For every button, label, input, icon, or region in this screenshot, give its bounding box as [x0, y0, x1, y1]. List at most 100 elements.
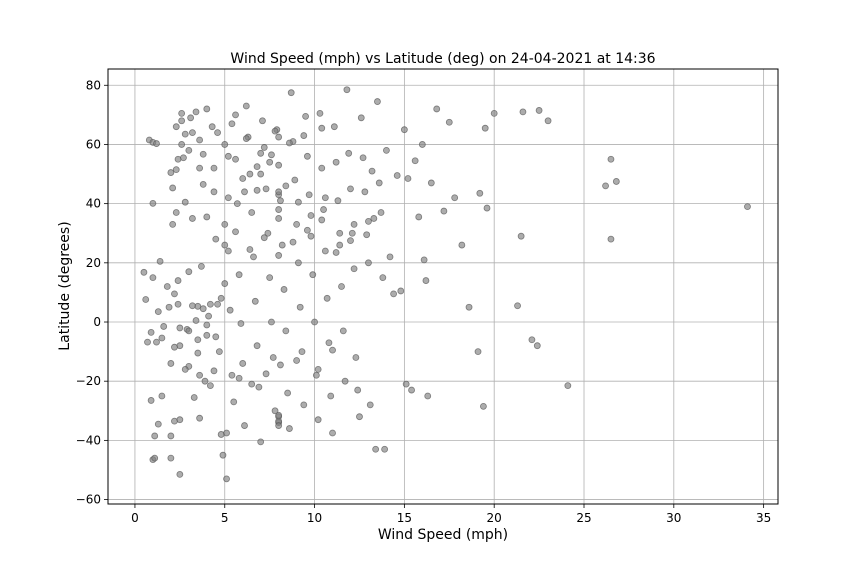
data-point [192, 317, 200, 324]
data-point [206, 382, 214, 390]
data-point [167, 454, 175, 462]
data-point [607, 155, 615, 163]
data-point [215, 348, 223, 356]
data-point [250, 253, 257, 261]
data-point [171, 343, 178, 351]
data-point [528, 336, 536, 344]
data-point [282, 182, 290, 190]
data-point [275, 252, 283, 259]
data-point [201, 377, 209, 385]
data-point [275, 188, 283, 196]
data-point [189, 302, 196, 310]
data-point [354, 386, 362, 394]
data-point [744, 203, 751, 211]
data-point [185, 268, 193, 276]
data-point [235, 374, 243, 382]
x-tick-label: 30 [666, 511, 681, 525]
data-point [149, 199, 157, 207]
data-point [341, 377, 349, 385]
data-point [365, 259, 372, 267]
data-point [374, 98, 381, 105]
data-point [210, 188, 218, 196]
data-point [181, 365, 189, 373]
y-tick-label: 20 [86, 256, 101, 270]
data-point [282, 327, 290, 335]
data-point [262, 185, 270, 193]
data-point [332, 158, 340, 166]
data-point [232, 155, 239, 163]
data-point [271, 407, 279, 415]
data-point [287, 89, 295, 97]
data-point [347, 185, 354, 193]
data-point [307, 232, 315, 240]
data-point [309, 271, 317, 279]
data-point [172, 166, 180, 174]
data-point [533, 342, 541, 350]
data-point [289, 238, 297, 246]
data-point [379, 274, 387, 282]
data-point [440, 207, 448, 215]
data-point [181, 130, 189, 138]
data-point [217, 294, 225, 302]
data-point [144, 338, 151, 346]
data-point [275, 206, 283, 213]
data-point [356, 413, 363, 421]
data-point [221, 141, 229, 148]
data-point [151, 454, 159, 462]
data-point [185, 327, 193, 335]
data-point [260, 144, 268, 151]
data-point [171, 290, 178, 298]
data-point [210, 367, 218, 375]
x-tick-label: 25 [576, 511, 591, 525]
data-point [278, 241, 286, 249]
data-point [169, 184, 177, 192]
data-point [427, 179, 435, 187]
data-point [286, 139, 293, 147]
data-point [483, 204, 491, 212]
data-point [203, 331, 211, 339]
data-point [172, 123, 180, 131]
data-point [336, 241, 344, 249]
data-point [203, 213, 211, 221]
data-point [338, 283, 345, 290]
data-point [174, 155, 182, 163]
data-point [607, 235, 615, 243]
data-point [284, 389, 292, 397]
plot-area-frame [107, 68, 779, 505]
data-point [178, 141, 186, 148]
data-point [316, 109, 324, 117]
data-point [174, 277, 182, 284]
data-point [365, 217, 372, 225]
data-point [293, 220, 301, 228]
data-point [359, 154, 367, 162]
data-point [275, 133, 283, 141]
data-point [361, 188, 369, 196]
data-point [221, 280, 229, 287]
data-point [178, 109, 186, 117]
data-point [219, 451, 227, 459]
data-point [194, 336, 202, 344]
y-tick-label: −20 [76, 374, 101, 388]
data-point [381, 445, 389, 453]
data-point [239, 175, 247, 182]
data-point [187, 114, 195, 122]
data-point [375, 179, 383, 187]
y-axis-label: Latitude (degrees) [57, 221, 73, 350]
data-point [393, 172, 401, 179]
data-point [210, 164, 218, 172]
data-point [248, 380, 256, 388]
data-point [490, 109, 498, 117]
data-point [312, 371, 320, 379]
data-point [329, 346, 336, 354]
data-point [232, 111, 239, 119]
data-point [212, 333, 220, 341]
data-point [325, 339, 333, 347]
data-point [246, 246, 254, 253]
data-point [303, 152, 311, 160]
y-tick-label: −40 [76, 433, 101, 447]
data-point [295, 259, 302, 267]
x-tick-label: 10 [307, 511, 322, 525]
data-point [194, 349, 202, 357]
data-point [544, 117, 552, 125]
